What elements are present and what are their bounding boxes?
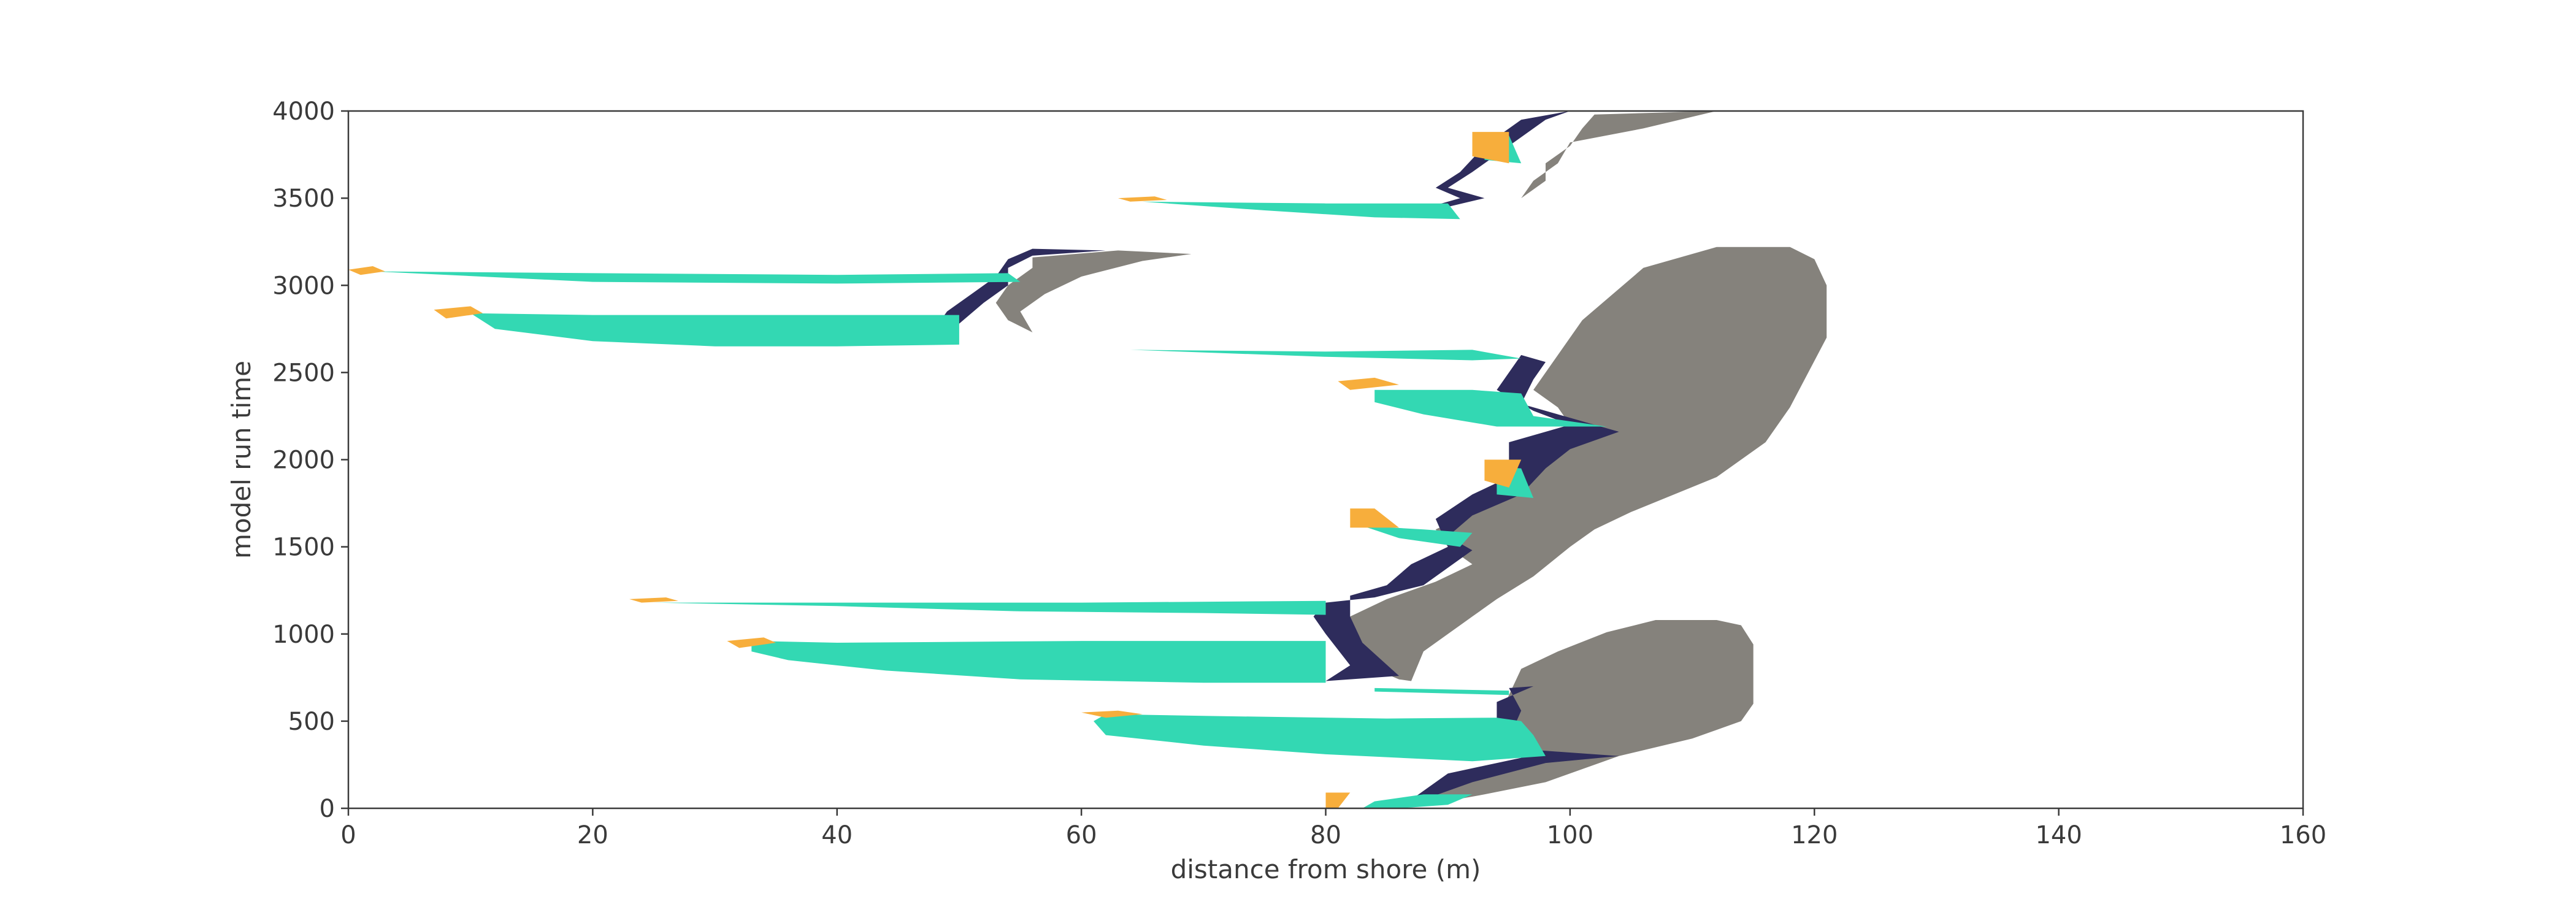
region-grey-0 [1374,620,1754,808]
region-teal-11 [751,641,1326,683]
region-teal-9 [1094,714,1546,762]
y-axis-label: model run time [226,361,256,559]
x-tick-label-8: 160 [2280,821,2326,849]
region-teal-19 [1142,201,1460,220]
y-tick-label-0: 0 [320,795,335,823]
y-tick-label-8: 4000 [272,98,335,126]
region-grey-2 [1338,247,1827,681]
y-tick-label-7: 3500 [272,185,335,213]
x-tick-label-3: 60 [1066,821,1097,849]
x-tick-label-2: 40 [821,821,853,849]
region-teal-8 [1362,794,1473,808]
x-axis-label: distance from shore (m) [1171,854,1481,884]
region-teal-16 [1130,350,1522,361]
region-orange-29 [348,266,385,275]
region-orange-23 [727,637,776,648]
x-ticks: 0 20 40 60 80 100 120 140 160 [340,808,2326,849]
region-teal-13 [1362,526,1473,547]
region-orange-26 [1484,459,1522,488]
region-orange-24 [629,597,678,603]
region-orange-22 [1081,710,1143,718]
x-tick-label-1: 20 [577,821,608,849]
region-teal-10 [1374,687,1509,695]
x-tick-label-5: 100 [1547,821,1593,849]
y-tick-label-2: 1000 [272,621,335,649]
y-tick-label-6: 3000 [272,272,335,300]
region-orange-31 [1472,132,1509,164]
regions-layer [348,111,1827,808]
region-orange-28 [434,306,483,319]
region-orange-30 [1117,196,1167,202]
region-navy-7 [1399,111,1570,216]
region-teal-12 [654,600,1326,615]
y-tick-label-4: 2000 [272,446,335,475]
region-teal-18 [372,271,1021,284]
x-tick-label-4: 80 [1310,821,1341,849]
axes-layer [347,110,2304,810]
region-orange-21 [1325,792,1351,808]
region-teal-15 [1374,389,1607,427]
y-tick-label-3: 1500 [272,534,335,562]
region-orange-25 [1350,508,1399,528]
y-tick-label-5: 2500 [272,359,335,387]
x-tick-label-0: 0 [340,821,356,849]
region-grey-4 [995,250,1192,332]
plot-frame [347,110,2304,810]
region-orange-27 [1338,377,1399,390]
x-tick-label-6: 120 [1791,821,1838,849]
x-tick-label-7: 140 [2035,821,2082,849]
region-grey-6 [1484,111,1717,216]
y-tick-label-1: 500 [288,708,335,736]
y-ticks: 0 500 1000 1500 2000 2500 3000 3500 4000 [272,98,348,823]
region-navy-3 [1313,354,1619,681]
region-teal-17 [470,313,959,347]
